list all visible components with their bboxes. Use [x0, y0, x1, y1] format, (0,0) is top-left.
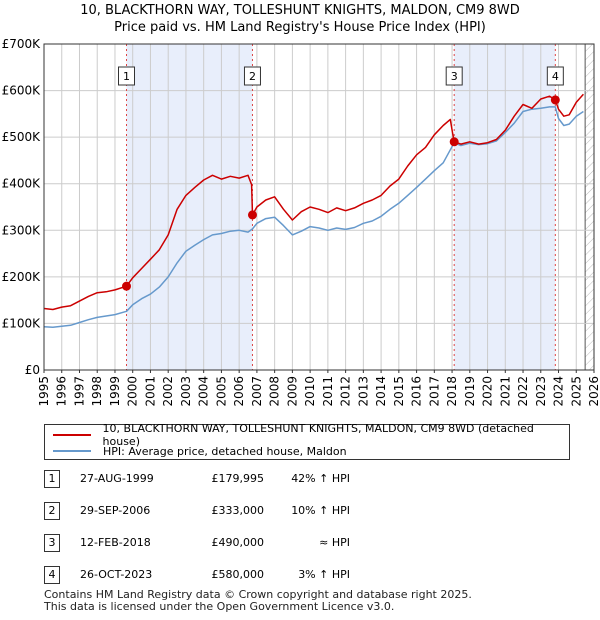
x-tick-label: 2002 — [161, 376, 175, 407]
sale-hpi: 42% ↑ HPI — [291, 472, 350, 485]
sale-number-box — [445, 66, 463, 86]
sale-number-label: 1 — [123, 70, 130, 83]
forecast-hatch — [585, 44, 594, 370]
x-tick-label: 2006 — [232, 376, 246, 407]
x-tick-label: 2003 — [179, 376, 193, 407]
sale-price: £179,995 — [211, 472, 265, 485]
x-tick-label: 2017 — [427, 376, 441, 407]
x-tick-label: 2008 — [268, 376, 282, 407]
sale-point — [247, 210, 257, 220]
x-tick-label: 2021 — [498, 376, 512, 407]
legend-item-price: 10, BLACKTHORN WAY, TOLLESHUNT KNIGHTS, … — [53, 422, 569, 448]
sale-badge: 1 — [44, 470, 60, 488]
chart-subtitle: Price paid vs. HM Land Registry's House … — [114, 20, 486, 35]
y-tick-label: £600K — [2, 84, 42, 98]
x-tick-label: 2022 — [516, 376, 530, 407]
x-tick-label: 2005 — [214, 376, 228, 407]
y-tick-label: £500K — [2, 130, 42, 144]
plot-border — [43, 43, 595, 371]
sale-price: £580,000 — [211, 568, 265, 581]
footer: Contains HM Land Registry data © Crown c… — [44, 589, 472, 613]
x-tick-label: 2019 — [463, 376, 477, 407]
x-tick-label: 2014 — [374, 376, 388, 407]
sale-badge: 3 — [44, 534, 60, 552]
sale-number-label: 2 — [249, 70, 256, 83]
sale-badge: 4 — [44, 566, 60, 584]
y-tick-label: £700K — [2, 37, 42, 51]
x-tick-label: 2011 — [321, 376, 335, 407]
sale-row: 2 29-SEP-2006 £333,000 10% ↑ HPI — [44, 502, 584, 522]
sale-number-label: 4 — [552, 70, 559, 83]
legend-swatch-price — [53, 434, 91, 436]
sale-date: 27-AUG-1999 — [80, 472, 154, 485]
x-tick-label: 1997 — [72, 376, 86, 407]
x-tick-label: 1995 — [37, 376, 51, 407]
x-tick-label: 2020 — [481, 376, 495, 407]
x-tick-label: 2007 — [250, 376, 264, 407]
x-tick-label: 2001 — [143, 376, 157, 407]
x-tick-label: 1998 — [90, 376, 104, 407]
sale-point — [550, 95, 560, 105]
x-tick-label: 2004 — [197, 376, 211, 407]
y-tick-label: £400K — [2, 177, 42, 191]
legend-label-price: 10, BLACKTHORN WAY, TOLLESHUNT KNIGHTS, … — [102, 422, 534, 448]
x-tick-label: 2012 — [339, 376, 353, 407]
shaded-period — [454, 44, 556, 370]
sale-date: 12-FEB-2018 — [80, 536, 151, 549]
x-tick-label: 2010 — [303, 376, 317, 407]
sale-number-box — [118, 66, 135, 86]
y-tick-label: £200K — [2, 270, 42, 284]
x-tick-label: 2025 — [569, 376, 583, 407]
sale-hpi: ≈ HPI — [319, 536, 350, 549]
x-tick-label: 1996 — [55, 376, 69, 407]
price-chart: 1 2 3 4 £0 £100K £200K £300K £400K £500K £600K £700… — [2, 37, 600, 407]
x-tick-label: 2015 — [392, 376, 406, 407]
x-tick-label: 2016 — [410, 376, 424, 407]
sale-price: £333,000 — [211, 504, 265, 517]
chart-title: 10, BLACKTHORN WAY, TOLLESHUNT KNIGHTS, … — [80, 3, 520, 18]
sale-price: £490,000 — [211, 536, 265, 549]
footer-licence: This data is licensed under the Open Gov… — [44, 600, 395, 613]
sale-date: 29-SEP-2006 — [80, 504, 151, 517]
sale-hpi: 3% ↑ HPI — [298, 568, 350, 581]
price-paid-line — [43, 93, 584, 311]
legend-swatch-hpi — [53, 450, 91, 452]
x-tick-label: 1999 — [108, 376, 122, 407]
legend-item-hpi: HPI: Average price, detached house, Mald… — [53, 443, 347, 459]
y-tick-label: £300K — [2, 223, 42, 237]
x-tick-label: 2009 — [285, 376, 299, 407]
sale-badge: 2 — [44, 502, 60, 520]
sale-number-box — [546, 66, 564, 86]
sale-date: 26-OCT-2023 — [80, 568, 153, 581]
shaded-period — [126, 44, 253, 370]
sale-row: 4 26-OCT-2023 £580,000 3% ↑ HPI — [44, 566, 584, 586]
x-tick-label: 2000 — [126, 376, 140, 407]
sale-hpi: 10% ↑ HPI — [291, 504, 350, 517]
sale-number-box — [243, 66, 261, 86]
legend: 10, BLACKTHORN WAY, TOLLESHUNT KNIGHTS, … — [44, 422, 570, 460]
sale-number-label: 3 — [451, 70, 458, 83]
hpi-line — [43, 106, 584, 328]
footer-copyright: Contains HM Land Registry data © Crown c… — [44, 588, 472, 601]
x-tick-label: 2013 — [356, 376, 370, 407]
y-tick-label: £0 — [25, 363, 40, 377]
sale-row: 3 12-FEB-2018 £490,000 ≈ HPI — [44, 534, 584, 554]
x-tick-label: 2023 — [534, 376, 548, 407]
sale-point — [449, 137, 459, 147]
sale-point — [122, 281, 131, 291]
x-tick-label: 2018 — [445, 376, 459, 407]
legend-label-hpi: HPI: Average price, detached house, Mald… — [103, 444, 347, 458]
y-tick-label: £100K — [2, 316, 42, 330]
sale-row: 1 27-AUG-1999 £179,995 42% ↑ HPI — [44, 470, 584, 490]
x-tick-label: 2026 — [587, 376, 600, 407]
x-tick-label: 2024 — [552, 376, 566, 407]
